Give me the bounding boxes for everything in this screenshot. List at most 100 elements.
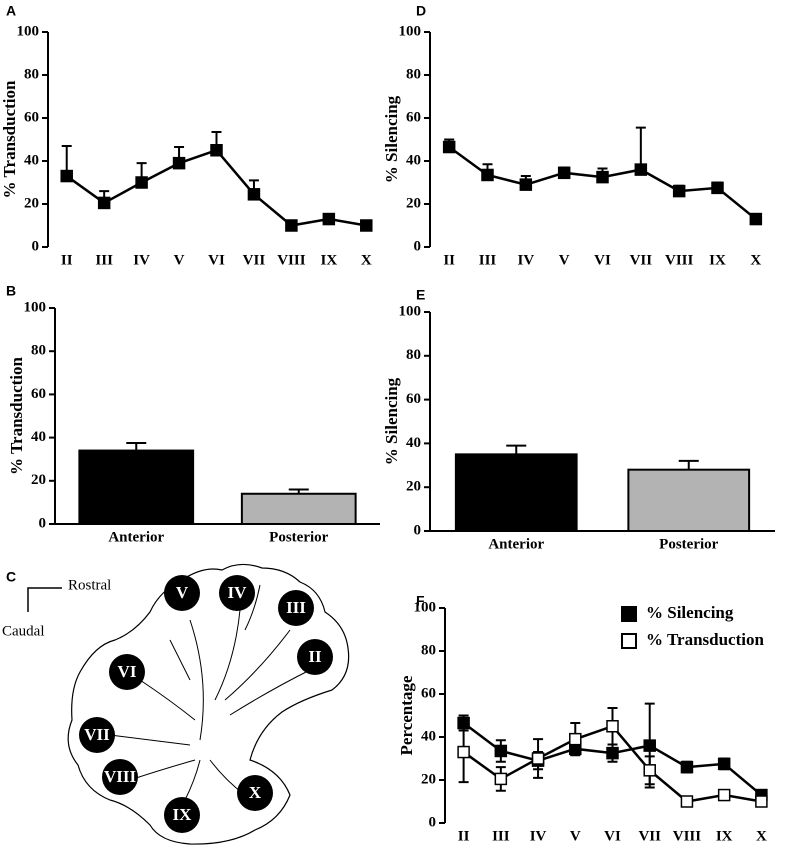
y-tick-label: 40 — [406, 435, 421, 451]
lobule-label: VIII — [104, 767, 137, 786]
x-tick-label: X — [750, 252, 761, 268]
x-tick-label: Anterior — [488, 536, 544, 552]
x-tick-label: V — [174, 252, 185, 268]
bar — [240, 492, 357, 526]
lobule-label: VI — [118, 662, 137, 681]
y-tick-label: 60 — [406, 391, 421, 407]
legend-label: % Silencing — [646, 603, 734, 622]
panel-letter: B — [6, 283, 16, 299]
x-tick-label: III — [492, 828, 510, 844]
marker — [557, 166, 571, 180]
lobule-circle — [102, 759, 138, 795]
y-tick-label: 40 — [31, 429, 46, 445]
marker — [519, 178, 533, 191]
error-bar — [506, 444, 527, 455]
x-tick-label: VII — [638, 828, 661, 844]
marker — [596, 170, 609, 184]
lobule-markers: II III IV V VI VII VIII IX X — [79, 575, 333, 833]
marker — [494, 744, 508, 758]
x-tick-label: X — [756, 828, 767, 844]
marker — [643, 739, 656, 752]
y-tick-label: 20 — [24, 195, 39, 211]
orientation-axes — [27, 587, 62, 612]
legend-swatch — [621, 633, 637, 649]
marker — [569, 732, 582, 746]
y-tick-label: 0 — [429, 814, 437, 830]
lobule-circle — [164, 797, 200, 833]
marker — [457, 716, 470, 730]
panel-letter: D — [416, 3, 426, 19]
lobule-circle — [219, 575, 255, 611]
y-axis-label: % Silencing — [382, 95, 401, 183]
x-tick-label: VII — [630, 252, 653, 268]
x-tick-label: V — [559, 252, 570, 268]
marker — [247, 188, 261, 201]
error-bar — [635, 126, 646, 170]
y-axis-label: % Silencing — [382, 377, 401, 465]
y-tick-label: 0 — [414, 522, 422, 538]
y-tick-label: 0 — [32, 238, 40, 254]
x-tick-label: II — [458, 828, 470, 844]
marker — [481, 168, 494, 182]
x-tick-label: IX — [716, 828, 733, 844]
y-tick-label: 60 — [406, 109, 421, 125]
marker — [643, 764, 656, 777]
y-tick-label: 40 — [406, 152, 421, 168]
marker — [172, 156, 186, 170]
panel-letter: F — [416, 593, 425, 609]
x-tick-label: VI — [208, 252, 225, 268]
y-tick-label: 0 — [39, 515, 47, 531]
x-tick-label: VII — [243, 252, 266, 268]
error-bar — [126, 442, 147, 451]
bar — [454, 453, 578, 533]
panel-letter: E — [416, 287, 425, 303]
marker — [606, 746, 619, 760]
x-tick-label: VI — [594, 252, 611, 268]
y-tick-label: 60 — [421, 685, 436, 701]
x-tick-label: IX — [709, 252, 726, 268]
lobule-label: III — [286, 598, 306, 617]
panel-c: C Rostral Caudal II III IV V VI VII VIII… — [2, 563, 350, 845]
lobule-label: II — [308, 647, 322, 666]
y-tick-label: 20 — [406, 479, 421, 495]
y-tick-label: 80 — [24, 66, 39, 82]
y-tick-label: 40 — [24, 152, 39, 168]
marker — [442, 140, 456, 154]
x-tick-label: VIII — [665, 252, 694, 268]
x-tick-label: II — [443, 252, 455, 268]
marker — [680, 795, 694, 808]
bar — [78, 449, 195, 525]
panel-letter: A — [6, 3, 16, 19]
y-tick-label: 80 — [421, 642, 436, 658]
panel: B 0 20 40 60 80 100 % Transduction Anterior Poste… — [6, 283, 380, 545]
y-tick-label: 20 — [31, 472, 46, 488]
panel: E 0 20 40 60 80 100 % Silencing Anterior Posterio… — [382, 287, 775, 552]
x-tick-label: X — [361, 252, 372, 268]
x-tick-label: IX — [320, 252, 337, 268]
lobule-circle — [297, 639, 333, 675]
x-tick-label: II — [61, 252, 73, 268]
x-tick-label: Posterior — [269, 529, 328, 545]
y-tick-label: 100 — [24, 299, 47, 315]
marker — [97, 196, 111, 210]
marker — [494, 772, 508, 786]
marker — [135, 176, 148, 189]
y-axis-label: % Transduction — [0, 80, 19, 198]
lobule-circle — [79, 717, 115, 753]
marker — [634, 163, 648, 176]
legend-label: % Transduction — [646, 630, 764, 649]
marker — [717, 788, 731, 802]
lobule-circle — [164, 575, 200, 611]
x-tick-label: V — [570, 828, 581, 844]
y-tick-label: 80 — [31, 343, 46, 359]
bar — [627, 468, 751, 532]
lobule-label: VII — [84, 725, 110, 744]
marker — [285, 219, 298, 232]
x-tick-label: VIII — [673, 828, 702, 844]
marker — [360, 219, 373, 232]
y-axis-label: Percentage — [397, 675, 416, 755]
